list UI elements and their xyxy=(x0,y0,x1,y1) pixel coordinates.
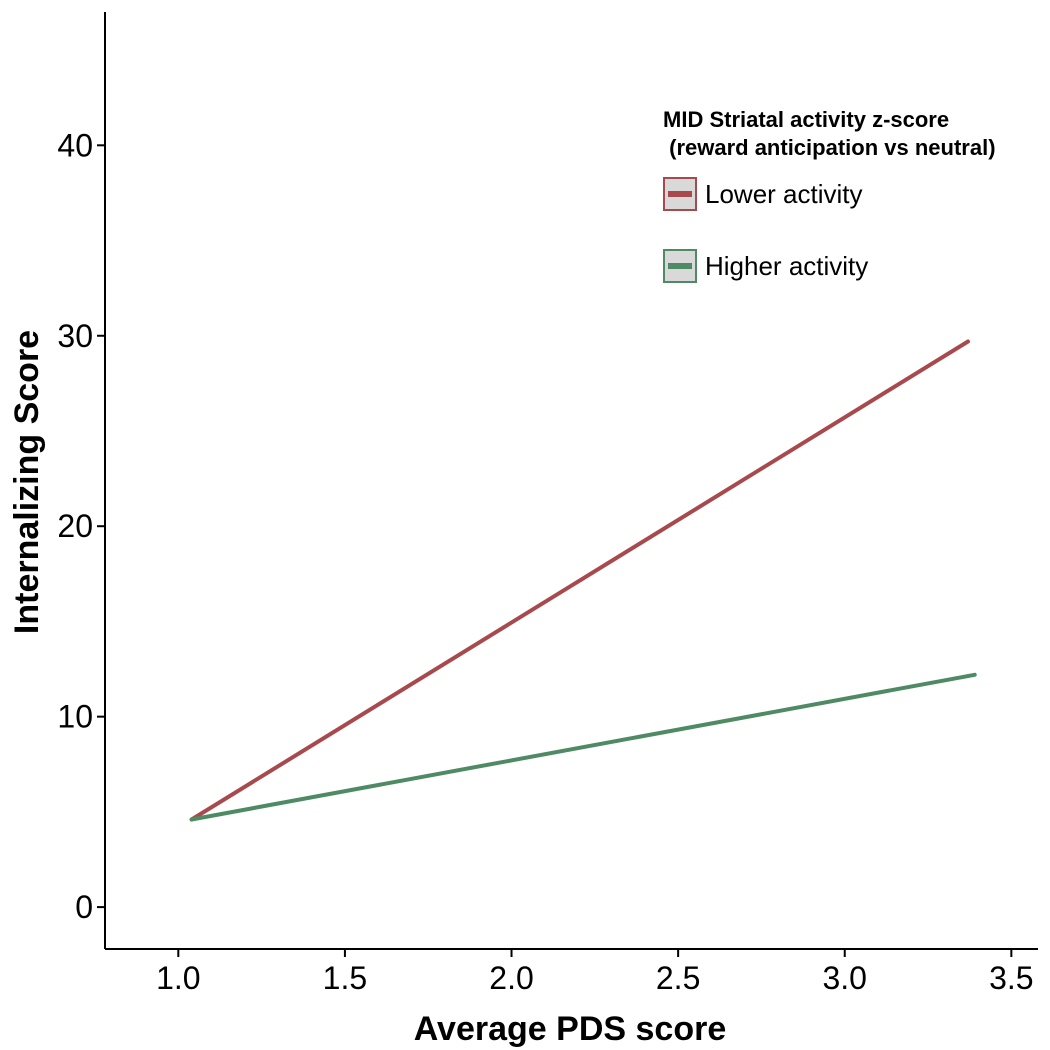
x-axis-title: Average PDS score xyxy=(414,1010,726,1048)
x-tick-label: 2.5 xyxy=(656,960,700,996)
legend-label: Higher activity xyxy=(705,251,868,281)
series-line-1 xyxy=(189,672,977,822)
legend: MID Striatal activity z-score (reward an… xyxy=(663,107,996,283)
x-tick-label: 2.0 xyxy=(489,960,533,996)
legend-label: Lower activity xyxy=(705,179,863,209)
legend-title-line-2: (reward anticipation vs neutral) xyxy=(663,135,996,160)
legend-title-line-1: MID Striatal activity z-score xyxy=(663,107,949,132)
legend-items: Lower activity Higher activity xyxy=(663,177,868,283)
x-tick-label: 1.5 xyxy=(323,960,367,996)
y-axis-title: Internalizing Score xyxy=(8,330,46,634)
x-tick-label: 1.0 xyxy=(156,960,200,996)
y-tick-label: 30 xyxy=(57,318,93,354)
series-layer xyxy=(189,339,977,822)
y-tick-label: 10 xyxy=(57,699,93,735)
y-tick-label: 20 xyxy=(57,508,93,544)
series-line-0 xyxy=(189,339,970,822)
x-tick-label: 3.0 xyxy=(822,960,866,996)
y-tick-label: 0 xyxy=(75,889,93,925)
x-tick-label: 3.5 xyxy=(989,960,1033,996)
y-tick-label: 40 xyxy=(57,127,93,163)
axes: 1.0 1.5 2.0 2.5 3.0 3.5 0 10 20 30 40 xyxy=(57,12,1038,996)
